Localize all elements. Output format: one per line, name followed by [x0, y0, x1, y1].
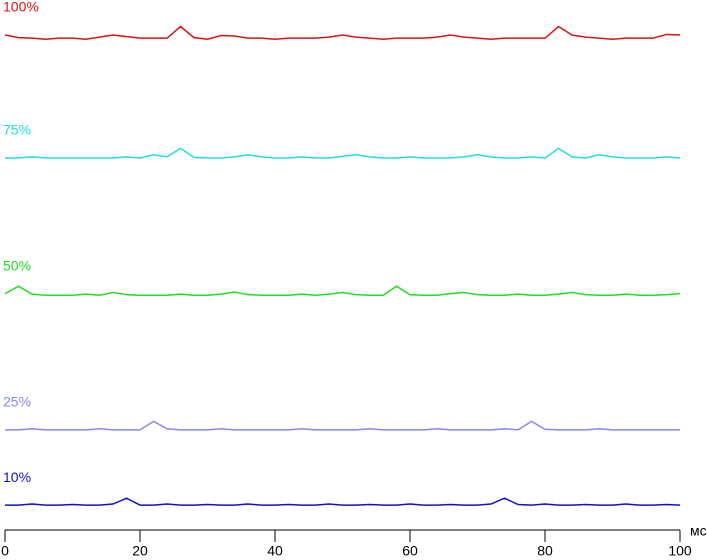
series-label: 10%: [3, 469, 31, 485]
x-tick-label: 0: [1, 543, 9, 559]
series-label: 25%: [3, 394, 31, 410]
trace-line: [5, 497, 681, 506]
series-label: 75%: [3, 122, 31, 138]
trace-line: [4, 285, 681, 296]
x-tick-label: 100: [668, 543, 692, 559]
series-label: 50%: [3, 257, 31, 273]
series-label: 100%: [3, 0, 39, 15]
x-tick-label: 20: [132, 543, 148, 559]
x-axis-label: мс: [690, 523, 707, 539]
x-tick-label: 60: [402, 543, 418, 559]
trace-line: [5, 147, 681, 159]
trace-line: [4, 25, 681, 40]
x-tick-label: 40: [267, 543, 283, 559]
x-tick-label: 80: [537, 543, 553, 559]
trace-line: [5, 420, 680, 431]
